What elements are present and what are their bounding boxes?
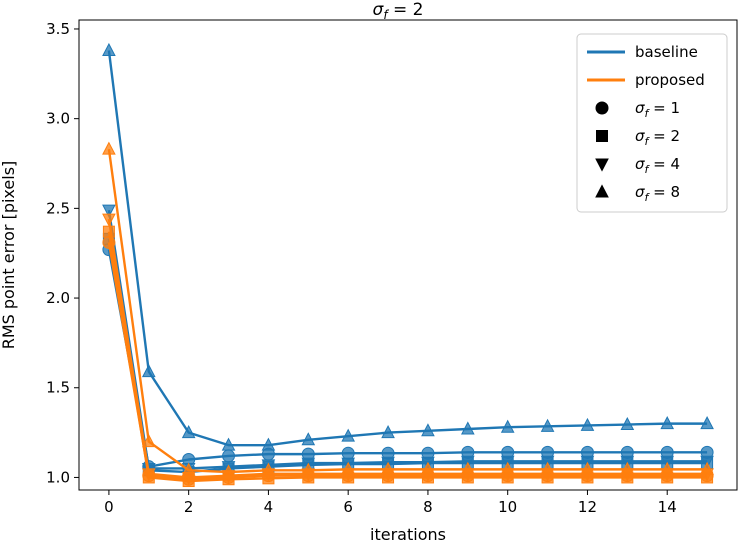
data-point [620, 461, 635, 475]
data-point [222, 449, 236, 463]
data-point [102, 141, 116, 155]
legend: baseline proposed σf = 1 σf = 2 σf = 4 σf = 8 [576, 33, 728, 213]
series-line [107, 209, 708, 470]
series-baseline-f-1 [102, 243, 714, 474]
x-tick-label: 12 [578, 498, 597, 516]
legend-entry: σf = 8 [595, 183, 680, 204]
series-line [107, 231, 708, 483]
data-point [181, 425, 196, 439]
series-line [107, 50, 708, 447]
data-point [700, 416, 714, 430]
data-point [460, 461, 475, 475]
data-point [580, 461, 595, 475]
data-point [540, 461, 555, 475]
data-point [261, 437, 276, 451]
data-point [500, 461, 515, 475]
data-point [102, 213, 116, 227]
plot-frame [78, 19, 738, 491]
x-axis-label: iterations [370, 525, 446, 544]
legend-label: σf = 2 [635, 127, 680, 148]
legend-label: σf = 8 [635, 183, 680, 204]
data-point [381, 461, 395, 475]
data-point [421, 423, 435, 437]
legend-entry: proposed [587, 71, 705, 89]
legend-marker-swatch [595, 184, 609, 198]
data-point [102, 225, 115, 238]
x-tick-label: 8 [423, 498, 433, 516]
series-line [107, 249, 708, 468]
chart-title: σf = 2 [373, 0, 424, 22]
legend-marker-swatch [595, 101, 609, 115]
legend-entry: baseline [587, 43, 698, 61]
x-tick-label: 2 [184, 498, 194, 516]
data-point [540, 418, 555, 432]
data-point [301, 462, 316, 476]
y-tick-label: 3.5 [46, 20, 70, 38]
x-tick-label: 6 [343, 498, 353, 516]
legend-label: σf = 1 [635, 99, 680, 120]
data-point [421, 461, 435, 475]
y-axis-label: RMS point error [pixels] [0, 161, 18, 350]
data-point [341, 461, 356, 475]
series-line [107, 148, 708, 474]
y-tick-label: 2.0 [46, 289, 70, 307]
series-line [107, 218, 708, 479]
data-point [381, 425, 395, 439]
data-point [660, 416, 675, 430]
data-point [660, 461, 675, 475]
y-tick-label: 1.5 [46, 379, 70, 397]
legend-entry: σf = 1 [595, 99, 680, 120]
data-point [221, 464, 236, 478]
data-point [301, 432, 316, 446]
legend-label: σf = 4 [635, 155, 680, 176]
data-point [580, 417, 595, 431]
data-point [620, 416, 635, 431]
legend-marker-swatch [596, 130, 608, 142]
data-point [102, 204, 116, 218]
data-point [500, 419, 515, 433]
legend-marker-swatch [595, 158, 609, 172]
legend-label: baseline [635, 43, 698, 61]
data-point [141, 433, 156, 448]
y-tick-label: 1.0 [46, 468, 70, 486]
x-tick-label: 14 [658, 498, 677, 516]
series-baseline-f-8 [102, 42, 714, 451]
data-point [261, 462, 276, 476]
data-point [141, 468, 156, 482]
x-tick-label: 10 [498, 498, 517, 516]
data-point [221, 437, 236, 451]
data-point [102, 42, 116, 56]
series-layer [102, 42, 714, 488]
legend-entry: σf = 4 [595, 155, 680, 176]
x-tick-label: 4 [264, 498, 274, 516]
legend-entry: σf = 2 [596, 127, 680, 148]
y-tick-label: 3.0 [46, 110, 70, 128]
data-point [141, 364, 156, 378]
series-proposed-f-8 [102, 141, 714, 478]
y-tick-label: 2.5 [46, 199, 70, 217]
x-tick-label: 0 [104, 498, 114, 516]
y-axis: 1.0 1.5 2.0 2.5 3.0 3.5 [46, 20, 79, 486]
data-point [341, 446, 355, 460]
x-axis: 0 2 4 6 8 10 12 14 [104, 490, 677, 516]
data-point [460, 421, 475, 435]
data-point [700, 461, 714, 475]
data-point [181, 462, 196, 476]
data-point [341, 428, 356, 442]
series-line [107, 242, 708, 481]
legend-label: proposed [635, 71, 705, 89]
